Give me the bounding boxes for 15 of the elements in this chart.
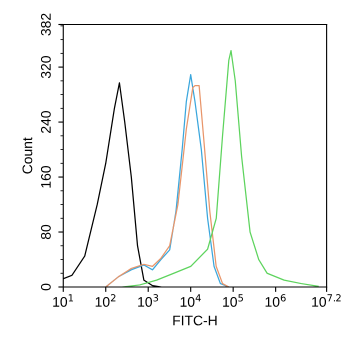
x-tick-label: 10$^{1}$: [53, 294, 74, 307]
x-axis-title: FITC-H: [173, 316, 217, 326]
y-tick-label: 80: [40, 224, 51, 240]
x-tick-label: 10$^{6}$: [266, 294, 286, 307]
x-tick-label: 10$^{2}$: [96, 294, 116, 307]
y-tick-label: 320: [40, 56, 51, 78]
y-tick-label: 240: [40, 111, 51, 133]
x-tick-label: 10$^{7.2}$: [312, 294, 341, 307]
y-axis-title: Count: [22, 137, 32, 174]
y-tick-label: 382: [40, 14, 51, 36]
x-tick-label: 10$^{3}$: [138, 294, 158, 307]
x-tick-label: 10$^{4}$: [180, 294, 201, 307]
y-tick-label: 160: [40, 166, 51, 188]
x-tick-label: 10$^{5}$: [223, 294, 243, 307]
y-tick-label: 0: [40, 284, 51, 290]
